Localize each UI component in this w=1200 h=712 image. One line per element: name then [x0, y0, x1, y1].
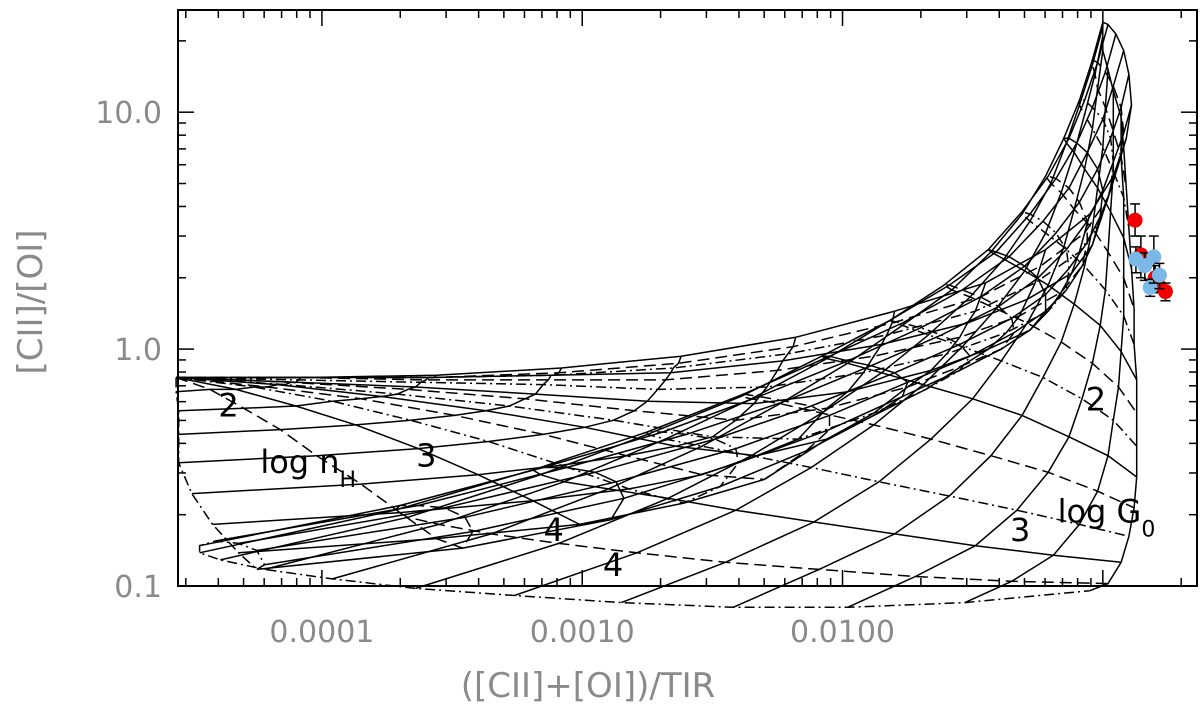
data-points: [1127, 203, 1173, 302]
grid-curve-logn: [199, 74, 1130, 547]
grid-axis-label: log G0: [1058, 493, 1156, 543]
x-axis-label: ([CII]+[OI])/TIR: [461, 666, 716, 706]
grid-axis-label: log nH: [260, 443, 356, 493]
grid-curve-logn: [264, 24, 1109, 571]
grid-curve-logn: [332, 22, 1104, 580]
grid-curve-logn: [1089, 147, 1138, 592]
grid-curve-logn: [238, 138, 1128, 545]
grid-curve-logn: [847, 90, 1115, 608]
plot-frame: [177, 9, 1198, 587]
x-tick-label: 0.0001: [269, 615, 374, 650]
data-point: [1146, 249, 1162, 265]
grid-label: 2: [1086, 381, 1106, 419]
grid-curve-logn: [732, 69, 1109, 608]
grid-curve-logn: [238, 282, 987, 554]
y-axis-label: [CII]/[OI]: [11, 229, 51, 374]
grid-curve-logn: [514, 36, 1104, 597]
grid-curve-logG: [176, 284, 1138, 421]
grid-curve-logG: [176, 319, 1138, 447]
grid-label: 3: [416, 436, 436, 474]
grid-curve-logn: [178, 355, 682, 464]
grid-curve-logn: [256, 249, 1047, 571]
grid-curve-logn: [415, 26, 1104, 590]
x-tick-label: 0.0010: [530, 615, 635, 650]
y-tick-label: 10.0: [95, 96, 162, 131]
y-tick-label: 0.1: [114, 570, 162, 605]
grid-label: 4: [603, 546, 623, 584]
grid-curve-logG: [176, 58, 1128, 379]
grid-curve-logG: [176, 21, 1133, 379]
x-tick-label: 0.0100: [790, 615, 895, 650]
data-point: [1151, 267, 1167, 283]
grid-curve-logG: [176, 99, 1130, 379]
grid-label: 4: [544, 511, 564, 549]
grid-label: 2: [218, 386, 238, 424]
grid-curve-logn: [964, 116, 1125, 604]
grid-curve-logG: [176, 210, 1135, 391]
grid-curve-logn: [212, 311, 896, 526]
axis-ticks: 0.0001 0.0010 0.0100 0.1 1.0 10.0: [95, 10, 1197, 650]
grid-curve-logn: [199, 50, 1125, 554]
grid-curve-logn: [191, 337, 797, 495]
y-tick-label: 1.0: [114, 333, 162, 368]
grid-curve-logG: [176, 175, 1135, 381]
grid-curve-logn: [178, 374, 437, 412]
data-point: [1142, 279, 1158, 295]
grid-curve-logn: [220, 33, 1117, 561]
grid-curve-logn: [264, 213, 1091, 566]
data-point: [1127, 212, 1143, 228]
grid-annotations: 2 3 4 2 3 4 log nH log G0: [218, 381, 1155, 585]
grid-curve-logn: [178, 367, 563, 436]
model-grid: [175, 21, 1138, 609]
grid-curve-logn: [621, 50, 1104, 604]
data-point: [1157, 284, 1173, 300]
grid-curve-logn: [176, 376, 309, 393]
grid-curve-logn: [256, 176, 1115, 552]
grid-label: 3: [1010, 511, 1030, 549]
